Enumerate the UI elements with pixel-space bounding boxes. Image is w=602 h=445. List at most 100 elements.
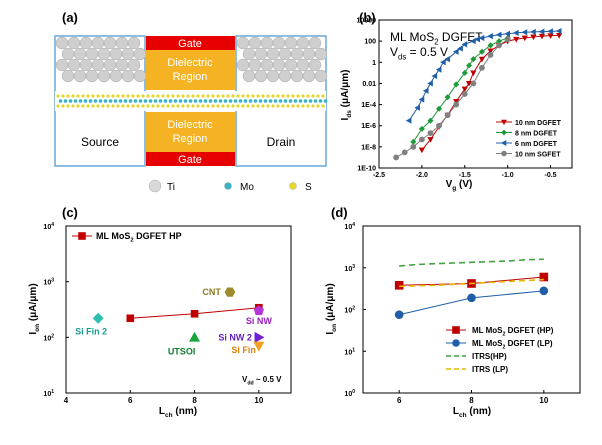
s-atom: [241, 104, 245, 108]
data-point: [427, 137, 434, 143]
dielectric-top-label-2: Region: [173, 71, 208, 83]
x-axis-label: Lch (nm): [159, 406, 197, 419]
ti-atom: [91, 58, 105, 72]
s-atom: [181, 94, 185, 98]
data-point: [431, 72, 438, 80]
legend-label: ML MoS2 DGFET (HP): [472, 326, 554, 337]
mo-atom: [158, 99, 163, 103]
y-tick-label: 102: [43, 333, 54, 342]
data-point: [478, 34, 485, 42]
data-point: [394, 310, 404, 320]
s-atom: [321, 104, 325, 108]
data-point: [418, 147, 425, 154]
ti-atom: [236, 36, 250, 50]
s-atom: [61, 104, 65, 108]
s-atom: [291, 94, 295, 98]
s-atom: [101, 104, 105, 108]
ti-atom: [133, 69, 147, 83]
gate-top-label: Gate: [178, 38, 202, 50]
data-point: [444, 55, 451, 63]
ti-atom: [290, 47, 304, 61]
mo-atom: [98, 99, 103, 103]
mo-atom: [123, 99, 128, 103]
s-atom: [216, 104, 220, 108]
s-atom: [276, 94, 280, 98]
mo-atom: [138, 99, 143, 103]
x-tick-label: -2.0: [416, 172, 428, 179]
dielectric-top-label-1: Dielectric: [167, 57, 213, 69]
mo-atom: [313, 99, 318, 103]
plot-b-frame: [378, 19, 573, 169]
mo-atom: [133, 99, 138, 103]
ti-atom: [67, 58, 81, 72]
ti-atom: [296, 58, 310, 72]
data-point: [410, 138, 417, 145]
data-point: [466, 62, 473, 69]
data-point: [224, 287, 236, 297]
data-point: [393, 154, 400, 161]
s-atom: [141, 94, 145, 98]
data-point: [418, 136, 425, 143]
s-atom: [166, 94, 170, 98]
data-point: [453, 101, 460, 108]
y-tick-label: 1E-4: [361, 102, 376, 109]
point-label: CNT: [202, 287, 221, 297]
data-point: [504, 36, 511, 43]
s-atom: [241, 94, 245, 98]
ti-atom: [97, 69, 111, 83]
data-point: [487, 32, 493, 40]
s-atom: [221, 104, 225, 108]
mo-atom: [288, 99, 293, 103]
s-atom: [66, 104, 70, 108]
y-axis-label: Ids (μA/μm): [340, 70, 353, 121]
data-point: [495, 31, 502, 38]
ti-atom: [314, 69, 328, 83]
s-atom: [261, 94, 265, 98]
vdd-note: Vdd ~ 0.5 V: [242, 375, 282, 386]
y-tick-label: 104: [344, 222, 355, 231]
s-atom: [196, 94, 200, 98]
ti-atoms-source: [55, 36, 147, 83]
x-tick-label: -1.0: [502, 172, 514, 179]
ti-atom: [302, 47, 316, 61]
mo-atom: [293, 99, 298, 103]
s-atom: [111, 94, 115, 98]
ti-atom: [133, 47, 147, 61]
s-atom: [301, 104, 305, 108]
x-tick-label: -1.5: [459, 172, 471, 179]
data-point: [467, 293, 476, 303]
legend-label: 10 nm DGFET: [515, 120, 562, 127]
ti-atom: [61, 69, 75, 83]
data-point: [470, 70, 477, 77]
ti-atom: [302, 69, 316, 83]
s-atom: [246, 104, 250, 108]
s-atom: [296, 104, 300, 108]
data-point: [457, 45, 463, 52]
x-axis-label: Lch (nm): [453, 406, 491, 419]
data-point: [504, 30, 511, 37]
data-point: [539, 272, 549, 282]
data-point: [530, 28, 536, 36]
s-atom: [186, 94, 190, 98]
s-atom: [91, 104, 95, 108]
mo-atom: [198, 99, 203, 103]
series-line-2: [399, 258, 544, 267]
ti-atom: [61, 47, 75, 61]
panel-c-label: (c): [62, 205, 78, 220]
mo-atom: [228, 99, 233, 103]
s-atom: [206, 104, 210, 108]
ti-atom: [79, 58, 93, 72]
series-line-3: [399, 278, 544, 288]
s-atom: [251, 94, 255, 98]
s-atom: [76, 104, 80, 108]
data-point: [410, 143, 417, 150]
ti-atom: [121, 47, 135, 61]
s-atom: [286, 94, 290, 98]
annotation-vds: Vds = 0.5 V: [390, 45, 448, 62]
mo-atom: [323, 99, 328, 103]
mo-atom: [58, 99, 63, 103]
data-point: [440, 59, 446, 66]
mo-atom: [243, 99, 248, 103]
ti-atom: [260, 36, 274, 50]
s-atom: [136, 104, 140, 108]
